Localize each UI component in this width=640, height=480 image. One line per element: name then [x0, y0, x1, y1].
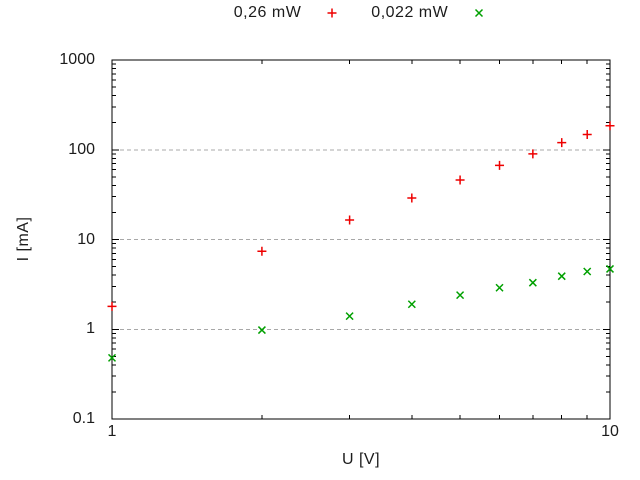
data-point-plus [528, 149, 538, 159]
data-point-plus [557, 138, 567, 148]
data-point-plus [345, 215, 355, 225]
data-point-x [456, 291, 465, 300]
data-point-x [495, 283, 504, 292]
data-point-x [583, 267, 592, 276]
y-tick-label: 1000 [59, 51, 95, 68]
data-point-x [345, 312, 354, 321]
y-tick-label: 1 [86, 320, 95, 338]
data-point-x [407, 300, 416, 309]
legend-label: 0,022 mW [371, 4, 449, 21]
y-tick-label: 100 [68, 140, 95, 158]
data-point-plus [495, 160, 505, 170]
legend-marker-x-icon [475, 8, 484, 18]
y-tick-label: 10 [77, 230, 95, 248]
x-axis-title: U [V] [341, 451, 381, 468]
data-point-plus [107, 301, 117, 311]
legend-entry: 0,022 mW [371, 4, 488, 22]
data-point-plus [455, 175, 465, 185]
x-tick-label: 1 [107, 423, 117, 440]
legend-label: 0,26 mW [233, 4, 302, 21]
data-point-plus [407, 193, 417, 203]
x-tick-label: 10 [601, 423, 619, 440]
data-point-plus [605, 121, 615, 131]
data-point-x [257, 326, 266, 335]
data-point-x [528, 278, 537, 287]
data-point-plus [257, 246, 267, 256]
y-tick-label: 0.1 [72, 410, 95, 427]
data-point-x [107, 353, 117, 362]
data-point-plus [582, 129, 592, 139]
data-point-x [557, 272, 566, 281]
legend-marker-plus-icon [327, 8, 337, 18]
chart-legend: 0,26 mW 0,022 mW [112, 3, 610, 23]
data-point-x [605, 264, 615, 273]
legend-entry: 0,26 mW [234, 4, 342, 22]
